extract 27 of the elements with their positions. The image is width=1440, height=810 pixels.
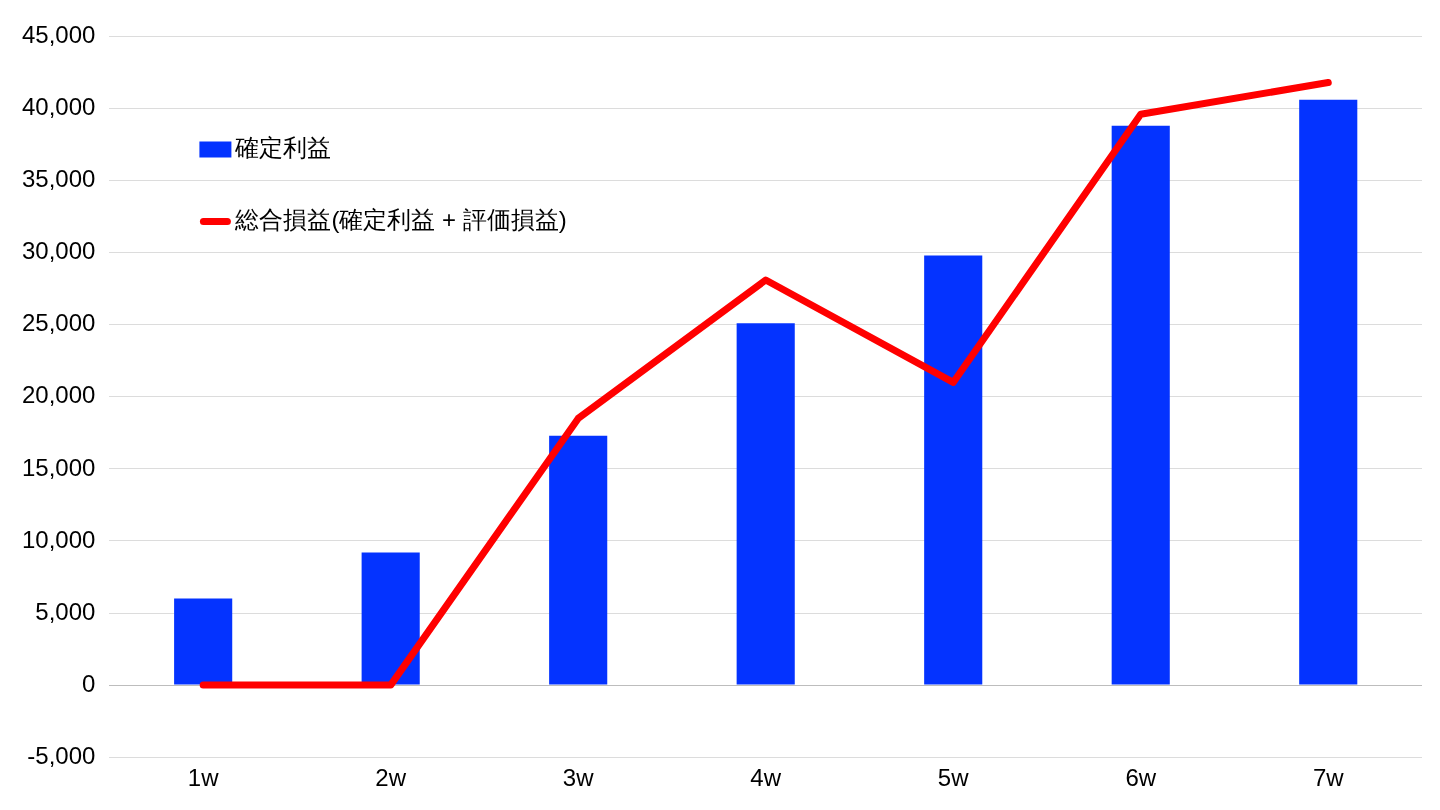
y-tick-label: 25,000 [22,309,96,337]
x-tick-label: 4w [750,764,782,792]
y-tick-label: 40,000 [22,93,96,121]
bar [549,435,608,685]
bar [736,323,795,685]
x-tick-label: 3w [562,764,595,792]
x-tick-label: 6w [1125,764,1157,792]
x-tick-label: 7w [1312,764,1345,792]
bar [1299,99,1358,685]
bar [174,598,233,685]
y-tick-label: 35,000 [22,165,96,193]
x-tick-label: 5w [937,764,970,792]
bar [361,552,420,685]
y-tick-label: -5,000 [27,741,96,769]
y-tick-label: 15,000 [22,453,96,481]
bar [924,255,983,685]
y-tick-label: 30,000 [22,237,96,265]
y-tick-label: 5,000 [35,597,96,625]
bar [1111,125,1170,685]
legend-label: 総合損益(確定利益 + 評価損益) [234,206,567,234]
y-tick-label: 10,000 [22,525,96,553]
legend-label: 確定利益 [234,134,332,162]
x-tick-label: 2w [375,764,407,792]
y-tick-label: 20,000 [22,381,96,409]
y-tick-label: 45,000 [22,21,96,49]
x-tick-label: 1w [187,764,220,792]
y-tick-label: 0 [82,669,96,697]
